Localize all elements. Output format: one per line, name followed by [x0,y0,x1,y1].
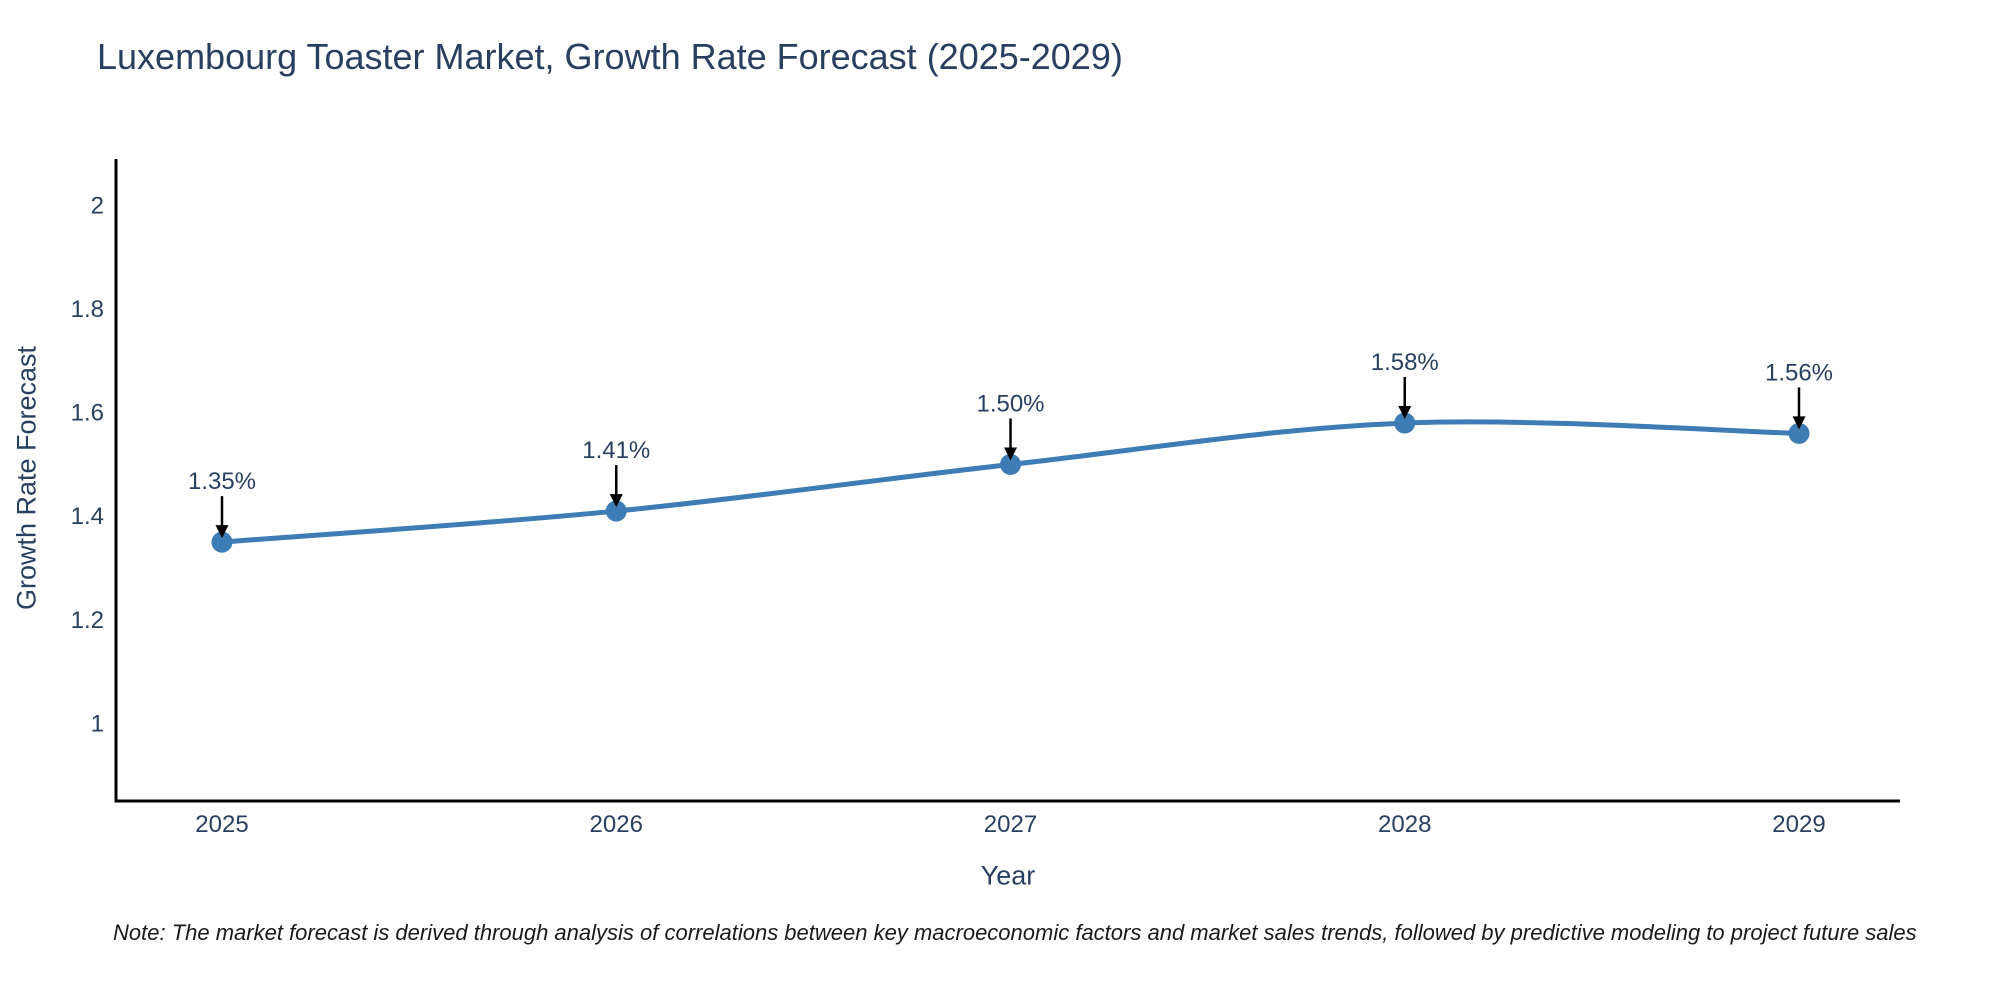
annotation-label: 1.41% [582,437,650,464]
chart-title: Luxembourg Toaster Market, Growth Rate F… [97,36,1123,77]
data-point-marker[interactable] [211,531,233,553]
x-axis-title: Year [980,860,1036,891]
y-tick-label: 2 [91,193,104,220]
y-tick-label: 1.6 [71,400,104,427]
annotation-label: 1.58% [1371,349,1439,376]
annotation-arrow-head [609,494,623,508]
annotation-arrow-head [1398,406,1412,420]
annotation-arrow-head [1792,416,1806,430]
y-tick-label: 1.4 [71,503,104,530]
data-point-marker[interactable] [605,500,627,522]
annotation-label: 1.56% [1765,359,1833,386]
footnote-text: Note: The market forecast is derived thr… [113,920,1917,945]
y-tick-label: 1 [91,710,104,737]
x-tick-label: 2025 [195,811,248,838]
y-tick-label: 1.8 [71,296,104,323]
data-point-marker[interactable] [1000,453,1021,475]
annotation-arrow-head [1004,447,1017,461]
annotation-arrow-head [215,525,229,539]
x-tick-label: 2028 [1378,811,1431,838]
x-tick-label: 2029 [1772,811,1825,838]
x-tick-label: 2027 [984,811,1037,838]
annotation-label: 1.35% [188,468,256,495]
x-tick-label: 2026 [590,811,643,838]
data-point-marker[interactable] [1788,422,1810,444]
y-tick-label: 1.2 [71,607,104,634]
data-point-marker[interactable] [1394,412,1416,434]
annotation-label: 1.50% [976,390,1044,417]
